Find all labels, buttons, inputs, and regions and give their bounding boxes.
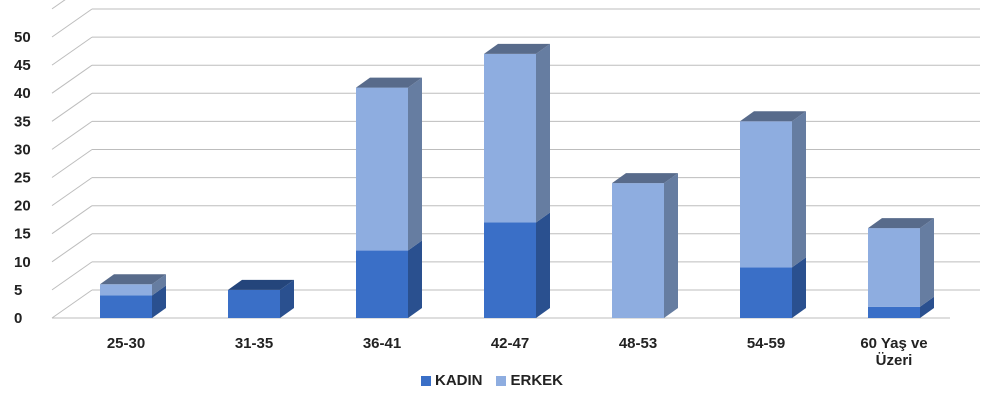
gridline-side <box>51 64 93 94</box>
legend-swatch-kadin <box>420 375 431 386</box>
y-tick-label: 20 <box>14 198 31 215</box>
bar-side-kadin <box>152 285 166 318</box>
bar-kadin <box>740 267 792 318</box>
bar-stack <box>100 274 166 318</box>
bar-erkek <box>612 183 664 318</box>
bar-top <box>356 77 422 88</box>
bar-side-erkek <box>792 111 806 268</box>
bar-kadin <box>356 250 408 318</box>
gridline-side <box>51 233 93 263</box>
bar-kadin <box>868 306 920 318</box>
x-axis-ticks: 25-30 31-35 36-41 42-47 48-53 54-59 60 Yaş ve Ü… <box>107 335 928 369</box>
bar-stack <box>484 43 550 318</box>
bar-kadin <box>100 295 152 318</box>
gridline-side <box>51 177 93 207</box>
y-tick-label: 15 <box>14 226 31 243</box>
gridline-side <box>51 149 93 178</box>
bar-top <box>100 274 166 285</box>
gridline-side <box>51 8 93 38</box>
bar-kadin <box>228 289 280 318</box>
stacked-3d-column-chart: 0 5 10 15 20 25 30 35 40 45 50 25-30 31-35 36-41 42-4… <box>14 0 980 369</box>
bars <box>100 43 934 318</box>
gridline-side <box>51 261 93 291</box>
bar-erkek <box>868 228 920 307</box>
bar-erkek <box>484 53 536 223</box>
y-axis-ticks: 0 5 10 15 20 25 30 35 40 45 50 <box>14 29 31 327</box>
bar-erkek <box>100 284 152 296</box>
y-tick-label: 25 <box>14 170 31 187</box>
gridline-side <box>51 205 93 235</box>
legend-label-kadin: KADIN <box>434 372 483 389</box>
y-tick-label: 50 <box>14 29 31 46</box>
bar-top <box>740 111 806 122</box>
bar-top <box>868 218 934 229</box>
x-tick-label: 25-30 <box>107 335 145 352</box>
y-tick-label: 5 <box>14 282 22 299</box>
bar-side-erkek <box>920 218 934 307</box>
legend-item-erkek: ERKEK <box>496 372 563 389</box>
bar-top <box>228 279 294 290</box>
bar-erkek <box>740 121 792 268</box>
bar-side-kadin <box>920 296 934 318</box>
bar-top <box>484 43 550 54</box>
y-tick-label: 30 <box>14 141 31 158</box>
gridline-side <box>51 92 93 122</box>
y-tick-label: 0 <box>14 310 22 327</box>
legend-swatch-erkek <box>496 375 507 386</box>
x-tick-label: 48-53 <box>619 335 657 352</box>
legend-label-erkek: ERKEK <box>510 372 563 389</box>
bar-side-kadin <box>408 240 422 318</box>
legend: KADIN ERKEK <box>0 372 984 389</box>
y-tick-label: 35 <box>14 113 31 130</box>
x-tick-label: 31-35 <box>235 335 273 352</box>
bar-stack <box>228 279 294 318</box>
bar-side-kadin <box>792 257 806 318</box>
gridline-side <box>51 289 93 319</box>
y-tick-label: 45 <box>14 57 31 74</box>
y-tick-label: 40 <box>14 85 31 102</box>
bar-side-erkek <box>536 43 550 223</box>
y-tick-label: 10 <box>14 254 31 271</box>
gridline-side <box>51 0 66 10</box>
gridline-side <box>51 36 93 66</box>
bar-kadin <box>484 222 536 318</box>
bar-stack <box>612 173 678 318</box>
bar-side-erkek <box>408 77 422 251</box>
x-tick-label: 54-59 <box>747 335 785 352</box>
gridline-side <box>51 120 93 150</box>
x-tick-label: 42-47 <box>491 335 529 352</box>
bar-stack <box>868 218 934 318</box>
bar-top <box>612 173 678 184</box>
bar-side-kadin <box>536 212 550 318</box>
bar-side-erkek <box>152 274 166 296</box>
legend-item-kadin: KADIN <box>420 372 483 389</box>
bar-side-kadin <box>280 279 294 318</box>
bar-stack <box>740 111 806 318</box>
bar-erkek <box>356 87 408 251</box>
bar-stack <box>356 77 422 318</box>
bar-side-erkek <box>664 173 678 318</box>
x-tick-label: 60 Yaş ve Üzeri <box>860 335 927 369</box>
x-tick-label: 36-41 <box>363 335 401 352</box>
